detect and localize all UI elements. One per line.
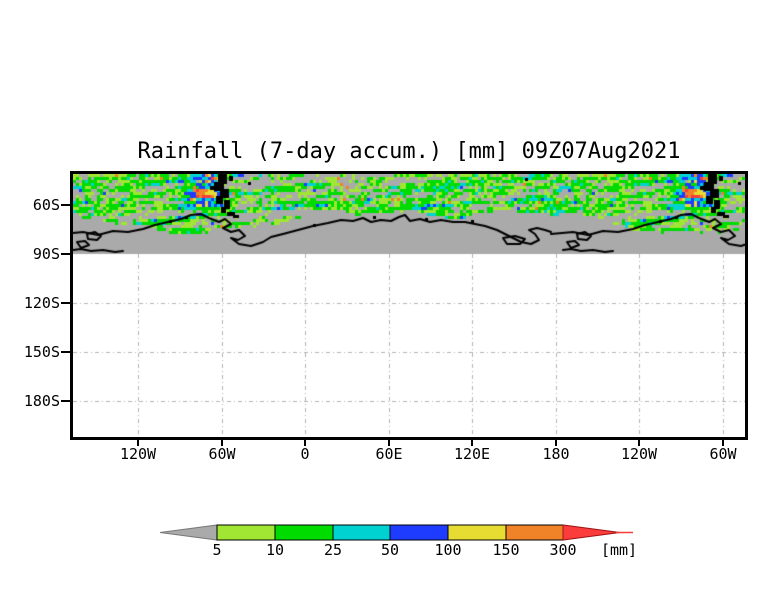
y-axis-label: 150S: [23, 343, 60, 361]
colorbar-level-label: 10: [265, 541, 285, 559]
map-plot-area: [70, 171, 748, 440]
rainfall-map-canvas: [73, 174, 745, 437]
x-axis-tick: [304, 440, 306, 446]
x-axis-tick: [137, 440, 139, 446]
x-axis-tick: [555, 440, 557, 446]
x-axis-label: 120E: [453, 445, 491, 463]
x-axis-label: 60W: [709, 445, 737, 463]
x-axis-tick: [221, 440, 223, 446]
colorbar-level-label: 150: [492, 541, 520, 559]
colorbar-level-label: 5: [212, 541, 222, 559]
x-axis-label: 120W: [119, 445, 157, 463]
x-axis-tick: [638, 440, 640, 446]
x-axis-tick: [388, 440, 390, 446]
x-axis-label: 0: [300, 445, 310, 463]
y-axis-label: 120S: [23, 294, 60, 312]
y-axis-tick: [61, 351, 70, 353]
colorbar-above-arrow: [562, 524, 621, 541]
colorbar-level-label: 100: [434, 541, 462, 559]
colorbar-segment: [505, 524, 564, 541]
colorbar-segment: [332, 524, 391, 541]
x-axis-label: 120W: [620, 445, 658, 463]
y-axis-tick: [61, 253, 70, 255]
colorbar-graphic: [159, 524, 633, 541]
colorbar-segment: [274, 524, 334, 541]
colorbar-level-label: 50: [380, 541, 400, 559]
x-axis-label: 180: [542, 445, 570, 463]
y-axis-tick: [61, 302, 70, 304]
colorbar-below-arrow: [159, 524, 218, 541]
colorbar-segment: [216, 524, 276, 541]
x-axis-label: 60W: [208, 445, 236, 463]
y-axis-label: 60S: [32, 196, 60, 214]
x-axis-tick: [722, 440, 724, 446]
y-axis-label: 90S: [32, 245, 60, 263]
y-axis-label: 180S: [23, 392, 60, 410]
plot-title: Rainfall (7-day accum.) [mm] 09Z07Aug202…: [137, 139, 681, 164]
x-axis-label: 60E: [375, 445, 403, 463]
x-axis-tick: [471, 440, 473, 446]
colorbar-level-label: 25: [323, 541, 343, 559]
colorbar-level-label: 300: [549, 541, 577, 559]
y-axis-tick: [61, 400, 70, 402]
colorbar-unit-label: [mm]: [600, 541, 638, 559]
colorbar-segment: [389, 524, 449, 541]
colorbar-segment: [447, 524, 507, 541]
y-axis-tick: [61, 204, 70, 206]
